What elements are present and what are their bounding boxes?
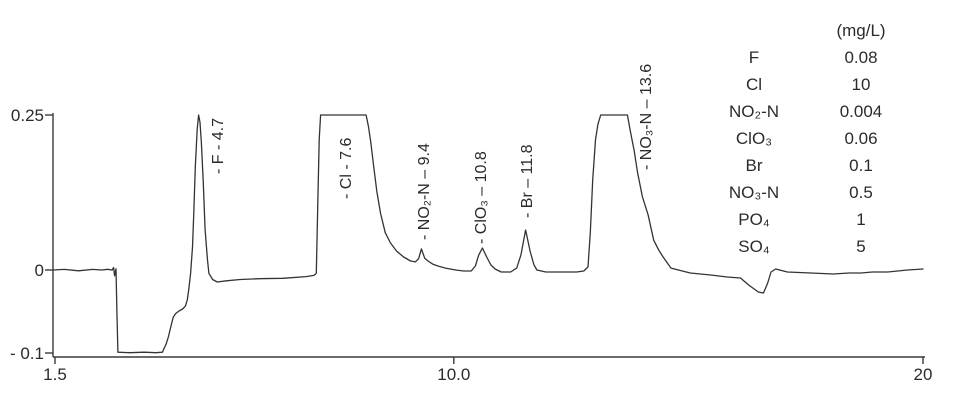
y-tick-label: - 0.1	[10, 344, 44, 363]
analyte-label: NO₃-N	[728, 183, 780, 202]
peak-label: - NO₃-N – 13.6	[638, 64, 655, 170]
analyte-label: Br	[745, 156, 763, 175]
concentration-value: 10	[851, 75, 871, 94]
peak-label: - Br – 11.8	[519, 144, 536, 218]
concentration-value: 0.08	[844, 48, 878, 67]
concentration-value: 0.004	[839, 102, 883, 121]
analyte-label: NO₂-N	[728, 102, 780, 121]
analyte-label: PO₄	[738, 210, 770, 229]
x-tick-label: 1.5	[43, 365, 67, 384]
concentration-value: 1	[856, 210, 866, 229]
table-row: F 0.08	[698, 44, 912, 71]
signal-trace	[52, 114, 924, 354]
peak-label: - ClO₃ – 10.8	[473, 151, 490, 244]
concentration-table: (mg/L) F 0.08 Cl 10 NO₂-N 0.004 ClO₃ 0.0…	[698, 17, 912, 260]
y-tick-label: 0.25	[11, 106, 44, 125]
table-row: PO₄ 1	[698, 206, 912, 233]
concentration-value: 0.5	[849, 183, 873, 202]
concentration-value: 0.1	[849, 156, 873, 175]
analyte-label: ClO₃	[735, 129, 773, 148]
analyte-label: Cl	[745, 75, 763, 94]
unit-header: (mg/L)	[836, 21, 886, 40]
x-tick-label: 10.0	[437, 365, 470, 384]
table-row: Br 0.1	[698, 152, 912, 179]
analyte-label: SO₄	[738, 237, 770, 256]
table-row: NO₃-N 0.5	[698, 179, 912, 206]
table-header-row: (mg/L)	[698, 17, 912, 44]
concentration-value: 0.06	[844, 129, 878, 148]
table-row: ClO₃ 0.06	[698, 125, 912, 152]
table-row: NO₂-N 0.004	[698, 98, 912, 125]
y-tick-label: 0	[35, 261, 44, 280]
peak-label: - F - 4.7	[210, 118, 227, 174]
x-tick-label: 20	[914, 365, 933, 384]
table-row: Cl 10	[698, 71, 912, 98]
concentration-value: 5	[856, 237, 866, 256]
table-row: SO₄ 5	[698, 233, 912, 260]
peak-label: - Cl - 7.6	[338, 138, 355, 199]
analyte-label: F	[748, 48, 760, 67]
peak-label: - NO₂-N – 9.4	[416, 143, 433, 240]
